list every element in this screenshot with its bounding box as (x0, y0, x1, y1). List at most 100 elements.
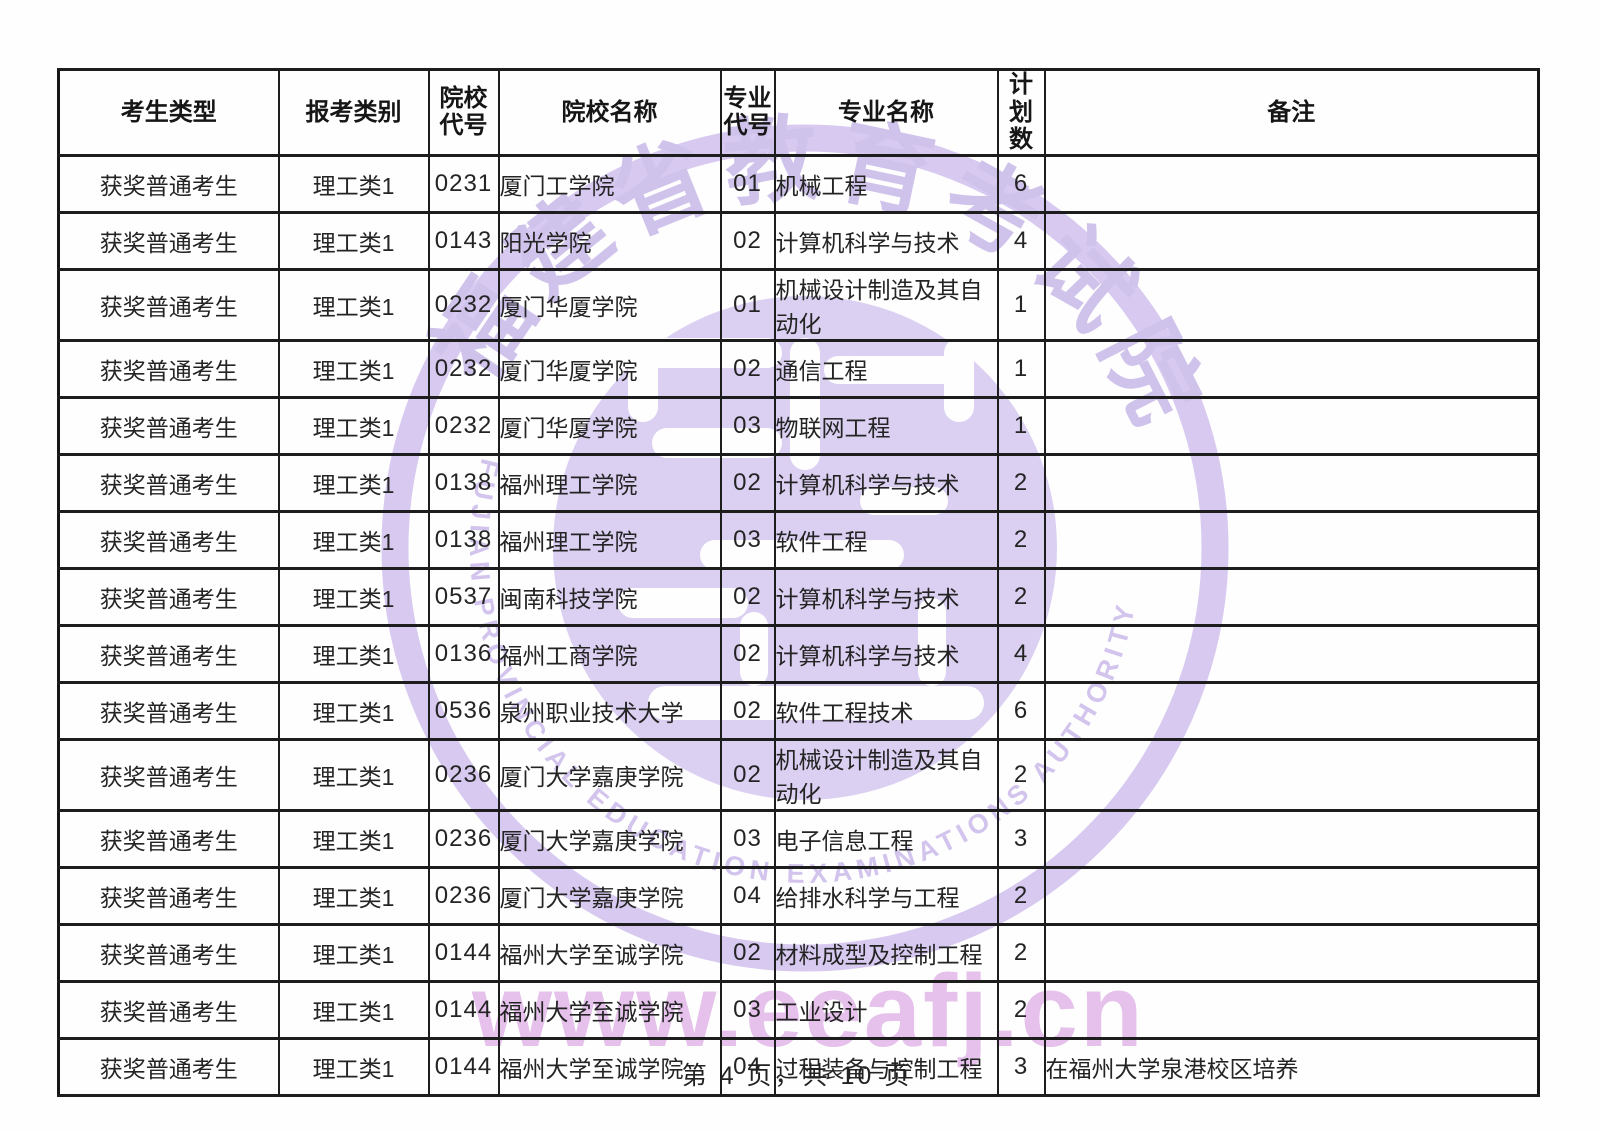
cell-apply-category: 理工类1 (277, 865, 430, 926)
cell-plan-count: 2 (996, 922, 1046, 983)
cell-plan-count: 2 (996, 979, 1046, 1040)
cell-apply-category: 理工类1 (277, 338, 430, 399)
page-footer: 第 4 页，共 10 页 (681, 1062, 913, 1090)
cell-remark (1043, 979, 1540, 1040)
cell-candidate-type: 获奖普通考生 (57, 737, 280, 812)
cell-plan-count: 4 (996, 623, 1046, 684)
cell-remark (1043, 680, 1540, 741)
cell-candidate-type: 获奖普通考生 (57, 153, 280, 214)
cell-plan-count: 1 (996, 267, 1046, 342)
cell-remark (1043, 808, 1540, 869)
cell-plan-count: 2 (996, 566, 1046, 627)
cell-candidate-type: 获奖普通考生 (57, 979, 280, 1040)
table-row: 获奖普通考生 理工类1 0236 厦门大学嘉庚学院 03 电子信息工程 3 (57, 808, 1540, 869)
table-row: 获奖普通考生 理工类1 0138 福州理工学院 02 计算机科学与技术 2 (57, 452, 1540, 513)
cell-apply-category: 理工类1 (277, 267, 430, 342)
cell-major-code: 02 (719, 680, 776, 741)
cell-major-name: 通信工程 (773, 338, 999, 399)
cell-major-name: 机械设计制造及其自动化 (773, 267, 999, 342)
cell-candidate-type: 获奖普通考生 (57, 623, 280, 684)
cell-major-code: 02 (719, 452, 776, 513)
cell-candidate-type: 获奖普通考生 (57, 509, 280, 570)
cell-major-code: 03 (719, 979, 776, 1040)
cell-college-code: 0236 (427, 808, 500, 869)
cell-college-code: 0138 (427, 452, 500, 513)
cell-apply-category: 理工类1 (277, 566, 430, 627)
cell-apply-category: 理工类1 (277, 680, 430, 741)
cell-candidate-type: 获奖普通考生 (57, 808, 280, 869)
cell-major-name: 机械设计制造及其自动化 (773, 737, 999, 812)
header-apply-category: 报考类别 (277, 68, 430, 157)
cell-college-name: 福州理工学院 (497, 452, 722, 513)
cell-major-name: 机械工程 (773, 153, 999, 214)
cell-college-code: 0536 (427, 680, 500, 741)
cell-apply-category: 理工类1 (277, 922, 430, 983)
header-major-name: 专业名称 (773, 68, 999, 157)
cell-remark (1043, 452, 1540, 513)
cell-candidate-type: 获奖普通考生 (57, 1036, 280, 1097)
cell-college-code: 0138 (427, 509, 500, 570)
cell-plan-count: 2 (996, 509, 1046, 570)
admission-plan-table: 考生类型 报考类别 院校代号 院校名称 专业代号 专业名称 计划数 备注 获奖普… (57, 68, 1540, 1097)
cell-major-code: 03 (719, 509, 776, 570)
cell-major-code: 02 (719, 566, 776, 627)
cell-apply-category: 理工类1 (277, 623, 430, 684)
header-candidate-type: 考生类型 (57, 68, 280, 157)
cell-major-name: 计算机科学与技术 (773, 566, 999, 627)
cell-college-code: 0236 (427, 865, 500, 926)
cell-college-name: 泉州职业技术大学 (497, 680, 722, 741)
cell-plan-count: 3 (996, 1036, 1046, 1097)
table-row: 获奖普通考生 理工类1 0232 厦门华厦学院 02 通信工程 1 (57, 338, 1540, 399)
cell-apply-category: 理工类1 (277, 452, 430, 513)
cell-remark (1043, 210, 1540, 271)
table-row: 获奖普通考生 理工类1 0136 福州工商学院 02 计算机科学与技术 4 (57, 623, 1540, 684)
table-row: 获奖普通考生 理工类1 0232 厦门华厦学院 03 物联网工程 1 (57, 395, 1540, 456)
cell-plan-count: 2 (996, 865, 1046, 926)
cell-major-name: 软件工程技术 (773, 680, 999, 741)
cell-college-code: 0537 (427, 566, 500, 627)
table-row: 获奖普通考生 理工类1 0144 福州大学至诚学院 02 材料成型及控制工程 2 (57, 922, 1540, 983)
cell-major-name: 电子信息工程 (773, 808, 999, 869)
cell-college-name: 阳光学院 (497, 210, 722, 271)
cell-major-code: 01 (719, 153, 776, 214)
cell-college-code: 0232 (427, 267, 500, 342)
cell-college-code: 0136 (427, 623, 500, 684)
cell-major-code: 03 (719, 395, 776, 456)
cell-college-code: 0143 (427, 210, 500, 271)
cell-remark (1043, 623, 1540, 684)
cell-candidate-type: 获奖普通考生 (57, 338, 280, 399)
cell-plan-count: 3 (996, 808, 1046, 869)
cell-college-name: 厦门大学嘉庚学院 (497, 865, 722, 926)
cell-remark (1043, 267, 1540, 342)
cell-college-code: 0231 (427, 153, 500, 214)
cell-college-code: 0144 (427, 1036, 500, 1097)
table-row: 获奖普通考生 理工类1 0231 厦门工学院 01 机械工程 6 (57, 153, 1540, 214)
cell-apply-category: 理工类1 (277, 395, 430, 456)
cell-major-name: 物联网工程 (773, 395, 999, 456)
cell-college-name: 福州工商学院 (497, 623, 722, 684)
cell-college-name: 厦门大学嘉庚学院 (497, 808, 722, 869)
cell-remark (1043, 865, 1540, 926)
cell-apply-category: 理工类1 (277, 509, 430, 570)
cell-major-code: 02 (719, 737, 776, 812)
cell-college-name: 福州理工学院 (497, 509, 722, 570)
cell-college-name: 厦门华厦学院 (497, 267, 722, 342)
table-header-row: 考生类型 报考类别 院校代号 院校名称 专业代号 专业名称 计划数 备注 (57, 68, 1540, 157)
cell-major-name: 计算机科学与技术 (773, 210, 999, 271)
cell-major-code: 02 (719, 210, 776, 271)
cell-college-name: 厦门华厦学院 (497, 338, 722, 399)
cell-major-code: 02 (719, 922, 776, 983)
cell-college-code: 0232 (427, 338, 500, 399)
table-body: 获奖普通考生 理工类1 0231 厦门工学院 01 机械工程 6 获奖普通考生 理工类1 0143… (57, 153, 1540, 1097)
cell-major-name: 计算机科学与技术 (773, 623, 999, 684)
table-row: 获奖普通考生 理工类1 0236 厦门大学嘉庚学院 04 给排水科学与工程 2 (57, 865, 1540, 926)
cell-candidate-type: 获奖普通考生 (57, 395, 280, 456)
table-row: 获奖普通考生 理工类1 0232 厦门华厦学院 01 机械设计制造及其自动化 1 (57, 267, 1540, 342)
header-major-code: 专业代号 (719, 68, 776, 157)
cell-college-code: 0144 (427, 922, 500, 983)
cell-plan-count: 2 (996, 452, 1046, 513)
cell-major-name: 计算机科学与技术 (773, 452, 999, 513)
cell-major-name: 工业设计 (773, 979, 999, 1040)
table-row: 获奖普通考生 理工类1 0536 泉州职业技术大学 02 软件工程技术 6 (57, 680, 1540, 741)
